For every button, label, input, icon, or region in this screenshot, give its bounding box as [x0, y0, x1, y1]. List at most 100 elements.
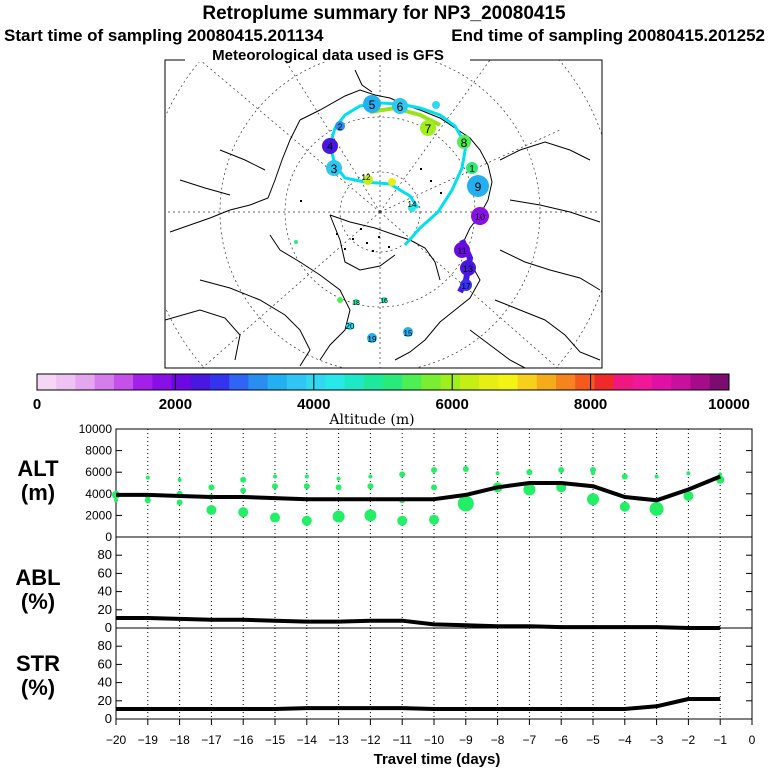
colorbar-segment	[171, 374, 192, 390]
data-point	[114, 498, 118, 503]
plume-marker	[403, 327, 413, 337]
y-tick-label: 0	[105, 530, 112, 544]
plume-label: 3	[331, 162, 338, 176]
plume-marker	[460, 260, 476, 276]
x-tick-label: −1	[713, 733, 727, 747]
plume-label: 14	[408, 200, 417, 209]
series-line	[116, 616, 721, 630]
colorbar-tick-label: 6000	[436, 396, 469, 413]
colorbar-tick-label: 4000	[297, 396, 330, 413]
data-point	[240, 476, 247, 483]
data-point	[273, 474, 277, 479]
colorbar-segment	[594, 374, 615, 390]
plume-label: 11	[457, 246, 466, 256]
colorbar-tick-label: 2000	[159, 396, 192, 413]
colorbar-segment	[421, 374, 442, 390]
data-point	[526, 469, 533, 476]
data-point	[431, 484, 437, 491]
plume-map: 5 6 7 8 9 10 11 12 13 14 15 16 17 18 19 …	[164, 44, 603, 369]
data-point	[397, 515, 408, 526]
plume-marker	[326, 160, 342, 176]
data-point	[495, 471, 500, 476]
plume-label: 2	[337, 122, 342, 132]
colorbar-ticks: 0 2000 4000 6000 8000 10000	[33, 374, 750, 413]
data-point	[523, 483, 536, 496]
data-point	[590, 467, 596, 474]
x-tick-label: −7	[523, 733, 537, 747]
colorbar-segment	[479, 374, 499, 390]
x-tick-label: −9	[459, 733, 473, 747]
plume-label: 7	[425, 122, 432, 136]
colorbar-segment	[306, 374, 326, 390]
x-tick-label: −20	[106, 733, 127, 747]
map-frame	[164, 59, 603, 369]
data-point	[683, 490, 694, 501]
data-point	[238, 507, 249, 518]
panel-ylabel: STR	[16, 651, 60, 676]
plume-label: 4	[327, 141, 333, 153]
plume-marker	[432, 101, 440, 109]
y-tick-label: 20	[98, 693, 112, 708]
altitude-colorbar	[36, 373, 730, 391]
x-tick-label: −10	[424, 733, 445, 747]
data-point	[619, 501, 630, 512]
plume-label: 9	[475, 180, 482, 194]
data-point	[304, 474, 309, 479]
data-point	[145, 475, 150, 480]
data-point	[399, 471, 406, 478]
y-tick-label: 80	[98, 638, 112, 653]
plume-label: 1	[469, 164, 475, 175]
colorbar-segment	[652, 374, 672, 390]
str-panel: 0 20 40 60 80 STR(%)	[16, 627, 753, 726]
data-point	[303, 483, 310, 490]
plume-marker	[346, 322, 354, 330]
abl-panel: 0 20 40 60 80 ABL(%)	[15, 536, 753, 635]
colorbar-segment	[152, 374, 172, 390]
x-tick-label: −11	[392, 733, 412, 747]
data-point	[177, 477, 182, 482]
panel-ylabel: (%)	[21, 675, 55, 700]
plume-label: 8	[461, 136, 468, 150]
colorbar-segment	[248, 374, 269, 390]
data-point	[591, 471, 595, 476]
plume-marker	[471, 207, 489, 225]
panel-ylabel: (%)	[21, 589, 55, 614]
data-point	[367, 483, 374, 490]
x-tick-label: −3	[650, 733, 664, 747]
figure-title: Retroplume summary for NP3_20080415	[202, 3, 566, 24]
plume-label: 17	[462, 282, 471, 291]
colorbar-segment	[671, 374, 691, 390]
plume-label: 15	[404, 329, 413, 338]
data-point	[332, 510, 345, 523]
x-tick-label: −13	[328, 733, 349, 747]
x-tick-label: −19	[138, 733, 159, 747]
x-tick-label: −2	[682, 733, 696, 747]
panel-ylabel: ALT	[17, 456, 59, 481]
colorbar-segment	[363, 374, 384, 390]
colorbar-tick-label: 8000	[574, 396, 607, 413]
data-point	[368, 474, 373, 479]
x-tick-label: −15	[265, 733, 286, 747]
data-point	[686, 471, 691, 476]
plume-marker	[460, 279, 472, 291]
colorbar-segment	[556, 374, 576, 390]
y-tick-label: 4000	[85, 487, 112, 501]
y-tick-label: 20	[98, 602, 112, 617]
data-point	[336, 476, 341, 481]
plume-label: 18	[352, 300, 360, 307]
plume-label: 13	[463, 264, 473, 274]
plume-label: 12	[362, 173, 371, 182]
colorbar-segment	[325, 374, 345, 390]
plume-marker	[367, 333, 377, 343]
plume-marker	[454, 242, 470, 258]
colorbar-segment	[37, 374, 57, 390]
colorbar-segment	[402, 374, 422, 390]
plume-marker	[337, 297, 343, 303]
data-point	[270, 512, 280, 523]
colorbar-segment	[113, 374, 134, 390]
data-point	[208, 484, 215, 491]
colorbar-segment	[190, 374, 211, 390]
plume-label: 5	[369, 98, 376, 112]
x-tick-label: −4	[618, 733, 632, 747]
y-tick-label: 10000	[79, 422, 113, 436]
